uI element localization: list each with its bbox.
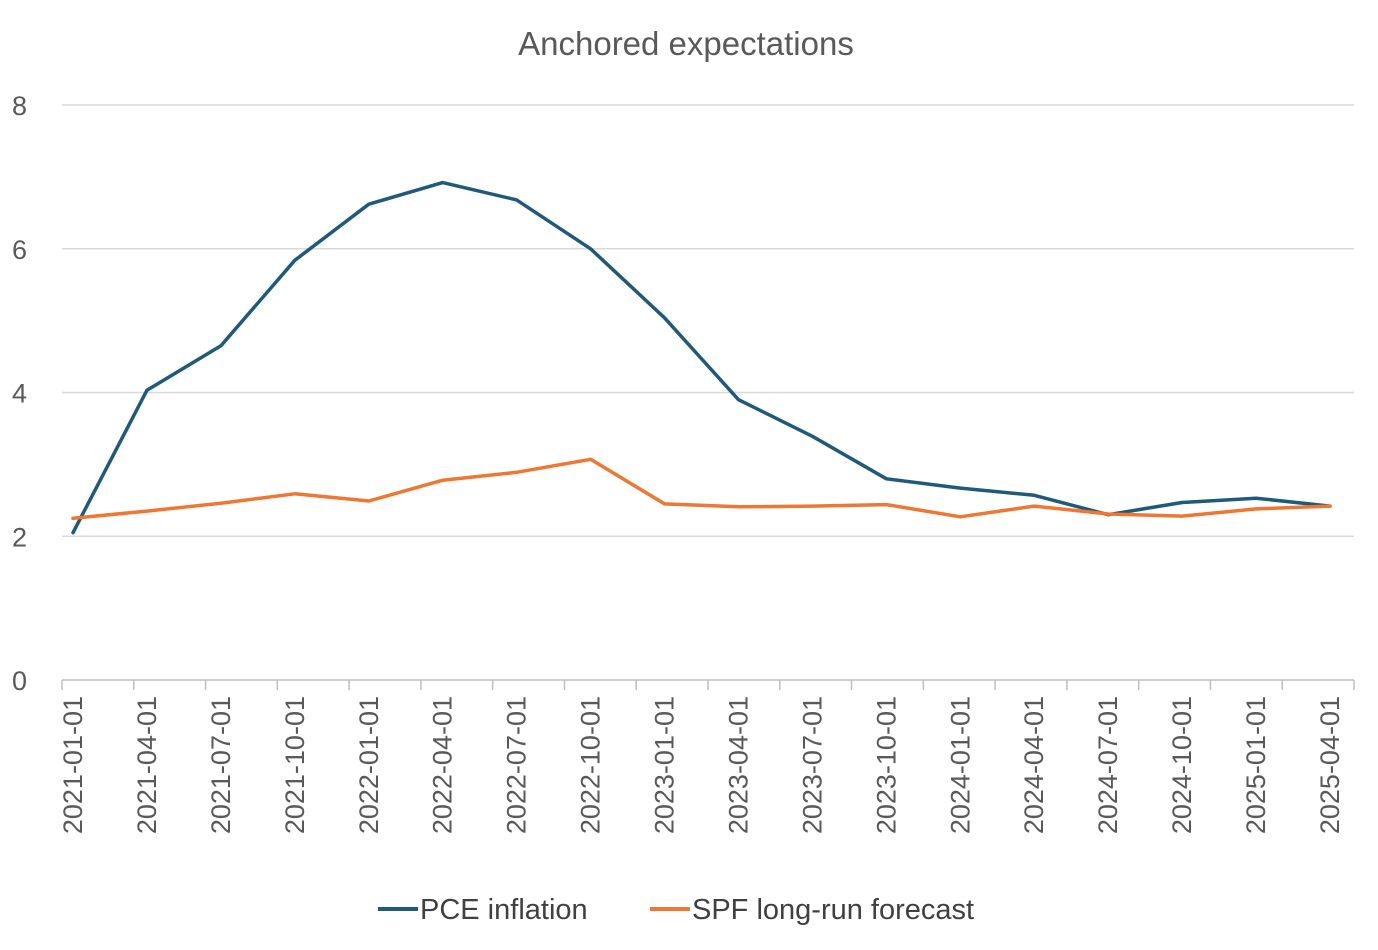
x-tick-label: 2023-01-01 [650, 696, 680, 834]
x-tick-label: 2021-07-01 [206, 696, 236, 834]
y-tick-label: 8 [12, 91, 27, 121]
x-tick-label: 2024-07-01 [1093, 696, 1123, 834]
chart-title: Anchored expectations [518, 25, 854, 62]
gridlines [62, 104, 1354, 537]
series-lines [71, 180, 1332, 535]
x-tick-label: 2021-01-01 [58, 696, 88, 834]
x-tick-label: 2024-04-01 [1019, 696, 1049, 834]
series-line-1 [71, 457, 1332, 521]
x-tick-label: 2022-07-01 [502, 696, 532, 834]
x-tick-label: 2023-07-01 [797, 696, 827, 834]
x-tick-label: 2023-04-01 [723, 696, 753, 834]
x-tick-label: 2021-04-01 [132, 696, 162, 834]
x-tick-label: 2025-01-01 [1241, 696, 1271, 834]
x-tick-label: 2025-04-01 [1315, 696, 1345, 834]
x-tick-label: 2022-01-01 [354, 696, 384, 834]
y-tick-label: 0 [12, 666, 27, 696]
x-tick-label: 2024-01-01 [945, 696, 975, 834]
y-tick-label: 2 [12, 522, 27, 552]
x-tick-label: 2023-10-01 [871, 696, 901, 834]
x-tick-label: 2024-10-01 [1167, 696, 1197, 834]
x-tick-label: 2021-10-01 [280, 696, 310, 834]
legend-label: PCE inflation [420, 894, 588, 926]
legend: PCE inflation SPF long-run forecast [378, 894, 974, 926]
y-axis-ticks: 0 2 4 6 8 [12, 91, 27, 696]
y-tick-label: 4 [12, 379, 27, 409]
y-tick-label: 6 [12, 235, 27, 265]
legend-label: SPF long-run forecast [692, 894, 974, 926]
x-tick-label: 2022-10-01 [576, 696, 606, 834]
x-tick-label: 2022-04-01 [428, 696, 458, 834]
x-axis: 2021-01-01 2021-04-01 2021-07-01 2021-10-01… [58, 679, 1355, 834]
